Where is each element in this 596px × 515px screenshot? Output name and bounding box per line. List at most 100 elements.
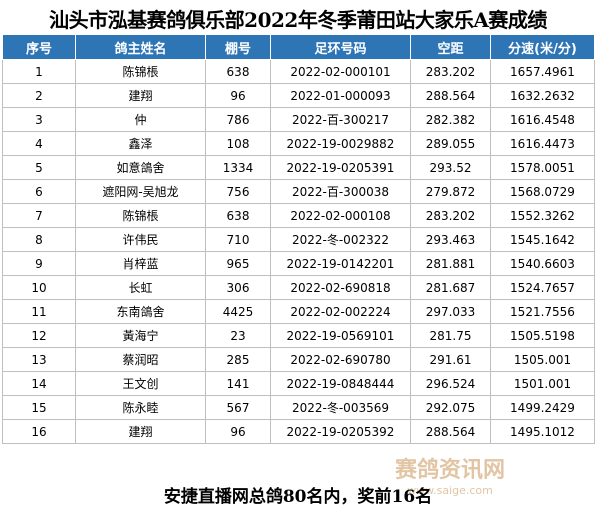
table-cell: 638 (205, 59, 271, 84)
table-cell: 293.52 (410, 155, 491, 180)
table-cell: 东南鴿舍 (75, 299, 206, 324)
table-cell: 王文创 (75, 371, 206, 396)
table-cell: 建翔 (75, 419, 206, 444)
table-cell: 638 (205, 203, 271, 228)
table-cell: 297.033 (410, 299, 491, 324)
table-row: 5 如意鴿舍 1334 2022-19-0205391 293.52 1578.0051 (2, 155, 595, 180)
table-cell: 285 (205, 347, 271, 372)
header-cell: 分速(米/分) (490, 34, 595, 60)
table-cell: 288.564 (410, 419, 491, 444)
table-cell: 23 (205, 323, 271, 348)
table-cell: 288.564 (410, 83, 491, 108)
table-row: 12 黃海宁 23 2022-19-0569101 281.75 1505.5198 (2, 323, 595, 348)
header-cell: 足环号码 (270, 34, 411, 60)
table-cell: 2 (2, 83, 76, 108)
table-cell: 141 (205, 371, 271, 396)
table-cell: 1657.4961 (490, 59, 595, 84)
table-cell: 2022-02-690780 (270, 347, 411, 372)
table-row: 4 鑫泽 108 2022-19-0029882 289.055 1616.4473 (2, 131, 595, 156)
table-row: 16 建翔 96 2022-19-0205392 288.564 1495.1012 (2, 419, 595, 444)
table-body: 1 陈锦棖 638 2022-02-000101 283.202 1657.4961 2 建翔… (2, 59, 595, 444)
table-cell: 281.687 (410, 275, 491, 300)
table-cell: 16 (2, 419, 76, 444)
table-cell: 12 (2, 323, 76, 348)
table-cell: 1616.4473 (490, 131, 595, 156)
header-cell: 棚号 (205, 34, 271, 60)
footer: 安捷直播网总鸽80名内，奖前16名 (163, 487, 433, 507)
table-cell: 1540.6603 (490, 251, 595, 276)
table-cell: 10 (2, 275, 76, 300)
table-cell: 289.055 (410, 131, 491, 156)
table-cell: 1545.1642 (490, 227, 595, 252)
table-cell: 3 (2, 107, 76, 132)
table-cell: 7 (2, 203, 76, 228)
table-cell: 肖梓蓝 (75, 251, 206, 276)
table-row: 2 建翔 96 2022-01-000093 288.564 1632.2632 (2, 83, 595, 108)
table-cell: 710 (205, 227, 271, 252)
results-table: 序号 鸽主姓名 棚号 足环号码 空距 分速(米/分) 1 陈锦棖 638 2022-02-000… (2, 34, 595, 444)
table-row: 3 仲 786 2022-百-300217 282.382 1616.4548 (2, 107, 595, 132)
table-cell: 建翔 (75, 83, 206, 108)
table-cell: 14 (2, 371, 76, 396)
table-cell: 2022-19-0142201 (270, 251, 411, 276)
table-cell: 9 (2, 251, 76, 276)
table-cell: 6 (2, 179, 76, 204)
table-cell: 1632.2632 (490, 83, 595, 108)
table-cell: 1505.001 (490, 347, 595, 372)
table-cell: 283.202 (410, 59, 491, 84)
watermark-url: www.saige.com (407, 484, 493, 497)
table-cell: 291.61 (410, 347, 491, 372)
table-cell: 292.075 (410, 395, 491, 420)
table-cell: 279.872 (410, 179, 491, 204)
table-row: 15 陈永睦 567 2022-冬-003569 292.075 1499.2429 (2, 395, 595, 420)
table-row: 14 王文创 141 2022-19-0848444 296.524 1501.001 (2, 371, 595, 396)
table-cell: 2022-百-300038 (270, 179, 411, 204)
table-cell: 1501.001 (490, 371, 595, 396)
table-cell: 2022-02-000101 (270, 59, 411, 84)
table-cell: 293.463 (410, 227, 491, 252)
table-cell: 282.382 (410, 107, 491, 132)
table-cell: 2022-19-0569101 (270, 323, 411, 348)
header-cell: 序号 (2, 34, 76, 60)
header-cell: 鸽主姓名 (75, 34, 206, 60)
table-cell: 1524.7657 (490, 275, 595, 300)
table-cell: 黃海宁 (75, 323, 206, 348)
table-cell: 长虹 (75, 275, 206, 300)
table-cell: 鑫泽 (75, 131, 206, 156)
table-cell: 仲 (75, 107, 206, 132)
table-cell: 遮阳网-吴旭龙 (75, 179, 206, 204)
table-row: 9 肖梓蓝 965 2022-19-0142201 281.881 1540.6603 (2, 251, 595, 276)
table-cell: 2022-19-0205392 (270, 419, 411, 444)
table-cell: 2022-19-0205391 (270, 155, 411, 180)
table-cell: 蔡润昭 (75, 347, 206, 372)
table-cell: 4425 (205, 299, 271, 324)
table-row: 6 遮阳网-吴旭龙 756 2022-百-300038 279.872 1568.0729 (2, 179, 595, 204)
table-cell: 283.202 (410, 203, 491, 228)
table-cell: 1578.0051 (490, 155, 595, 180)
table-cell: 281.75 (410, 323, 491, 348)
table-cell: 1499.2429 (490, 395, 595, 420)
table-cell: 1568.0729 (490, 179, 595, 204)
table-cell: 1552.3262 (490, 203, 595, 228)
table-cell: 2022-百-300217 (270, 107, 411, 132)
table-cell: 1 (2, 59, 76, 84)
table-cell: 1616.4548 (490, 107, 595, 132)
table-row: 11 东南鴿舍 4425 2022-02-002224 297.033 1521.7556 (2, 299, 595, 324)
table-cell: 4 (2, 131, 76, 156)
watermark: 赛鸽资讯网 www.saige.com (395, 452, 505, 497)
table-row: 10 长虹 306 2022-02-690818 281.687 1524.7657 (2, 275, 595, 300)
table-cell: 陈锦棖 (75, 59, 206, 84)
table-cell: 11 (2, 299, 76, 324)
table-cell: 陈永睦 (75, 395, 206, 420)
table-cell: 2022-冬-003569 (270, 395, 411, 420)
table-cell: 306 (205, 275, 271, 300)
table-row: 1 陈锦棖 638 2022-02-000101 283.202 1657.4961 (2, 59, 595, 84)
table-cell: 2022-冬-002322 (270, 227, 411, 252)
table-cell: 13 (2, 347, 76, 372)
table-cell: 5 (2, 155, 76, 180)
table-cell: 2022-01-000093 (270, 83, 411, 108)
table-cell: 1334 (205, 155, 271, 180)
table-cell: 96 (205, 83, 271, 108)
table-cell: 786 (205, 107, 271, 132)
table-cell: 8 (2, 227, 76, 252)
